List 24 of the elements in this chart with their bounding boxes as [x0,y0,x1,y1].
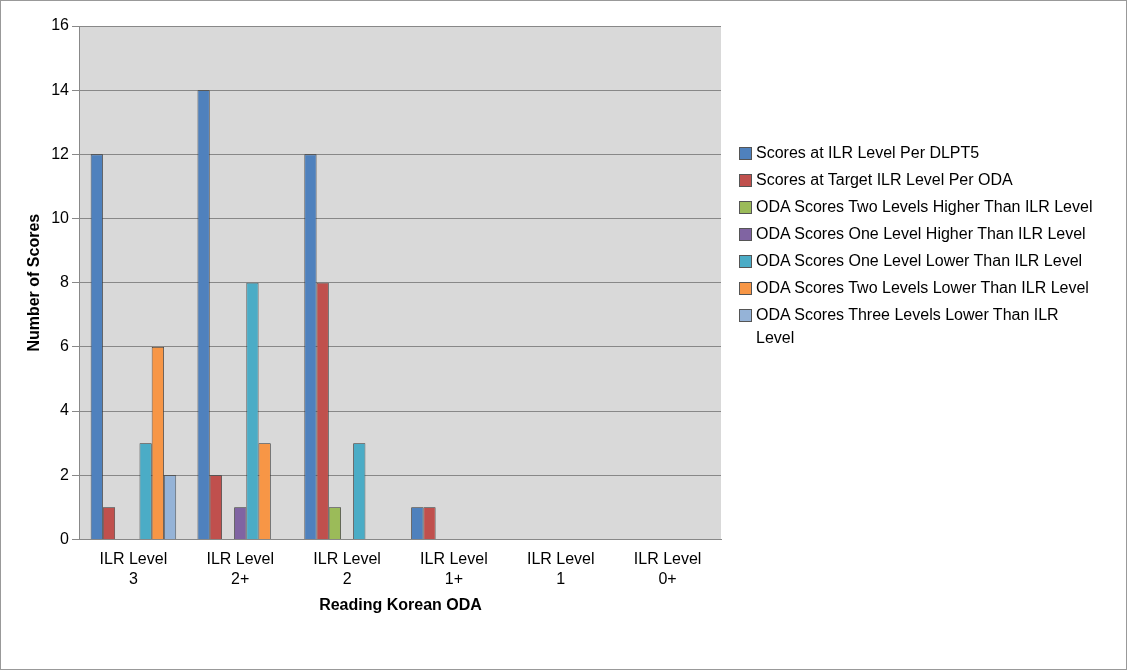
y-tick-label: 12 [51,144,70,162]
y-tick-label: 6 [60,337,70,355]
y-tick-label: 0 [60,529,70,547]
legend-label: ODA Scores Two Levels Lower Than ILR Level [756,278,1089,298]
legend-label: Scores at Target ILR Level Per ODA [756,170,1013,190]
y-tick-label: 2 [60,465,70,483]
y-tick-label: 8 [60,273,70,291]
x-tick-label: ILR Level 1+ [420,550,488,587]
legend-label: ODA Scores Three Levels Lower Than ILR Level [756,305,1060,348]
legend-label: Scores at ILR Level Per DLPT5 [756,143,980,163]
x-tick-label: ILR Level 0+ [633,550,702,587]
y-tick-label: 16 [51,16,70,34]
legend-label: ODA Scores One Level Lower Than ILR Level [756,251,1083,271]
legend-label: ODA Scores One Level Higher Than ILR Level [756,224,1086,244]
y-tick-label: 14 [51,80,70,98]
x-tick-label: ILR Level 1 [526,550,595,587]
x-axis-title: Reading Korean ODA [319,595,483,613]
y-tick-label: 10 [51,208,70,226]
y-tick-label: 4 [60,401,70,419]
x-tick-label: ILR Level 2+ [206,550,275,587]
legend-label: ODA Scores Two Levels Higher Than ILR Level [756,197,1093,217]
y-axis-title: Number of Scores [25,213,43,352]
x-tick-label: ILR Level 3 [99,550,168,587]
x-tick-label: ILR Level 2 [313,550,381,587]
